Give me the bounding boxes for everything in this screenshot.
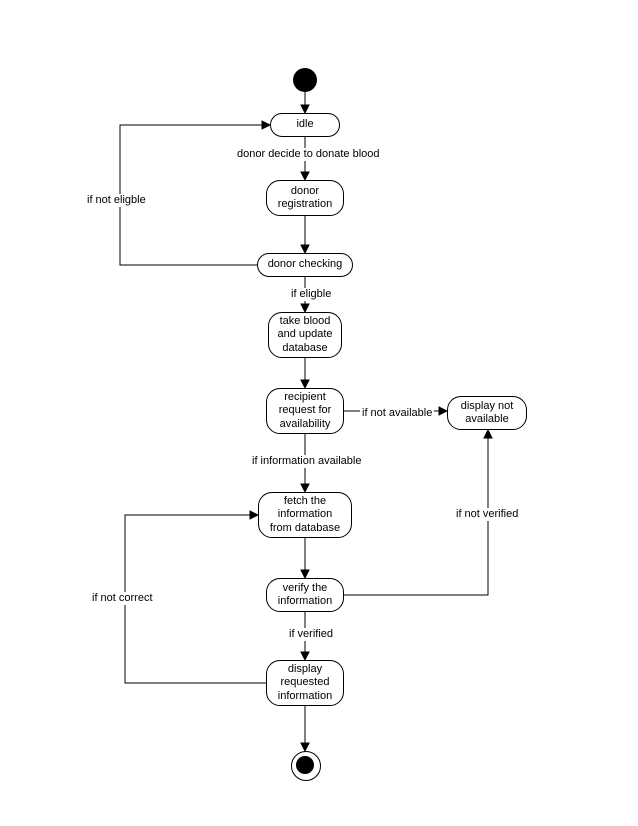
- node-donor-registration: donor registration: [266, 180, 344, 216]
- node-label: fetch the information from database: [270, 495, 340, 535]
- edge-label-if-verified: if verified: [287, 628, 335, 641]
- node-label: take blood and update database: [277, 315, 332, 355]
- edge-label-if-not-eligible: if not eligble: [85, 194, 148, 207]
- edge-label-if-not-correct: if not correct: [90, 592, 155, 605]
- node-label: donor checking: [268, 258, 343, 271]
- edge-label-if-not-verified: if not verified: [454, 508, 520, 521]
- edge-label-donor-decide: donor decide to donate blood: [235, 148, 382, 161]
- node-display-requested: display requested information: [266, 660, 344, 706]
- node-idle: idle: [270, 113, 340, 137]
- node-display-not-available: display not available: [447, 396, 527, 430]
- node-label: idle: [296, 118, 313, 131]
- activity-diagram: idle donor registration donor checking t…: [0, 0, 638, 826]
- node-label: display requested information: [278, 663, 332, 703]
- final-node-inner: [296, 756, 314, 774]
- node-label: donor registration: [278, 185, 332, 211]
- edge-label-if-eligible: if eligble: [289, 288, 333, 301]
- node-recipient-request: recipient request for availability: [266, 388, 344, 434]
- node-fetch-information: fetch the information from database: [258, 492, 352, 538]
- node-verify-information: verify the information: [266, 578, 344, 612]
- node-label: display not available: [461, 400, 514, 426]
- node-take-blood: take blood and update database: [268, 312, 342, 358]
- initial-node: [293, 68, 317, 92]
- edge-label-if-info-available: if information available: [250, 455, 363, 468]
- node-donor-checking: donor checking: [257, 253, 353, 277]
- edge-label-if-not-available: if not available: [360, 407, 434, 420]
- node-label: recipient request for availability: [279, 391, 332, 431]
- node-label: verify the information: [278, 582, 332, 608]
